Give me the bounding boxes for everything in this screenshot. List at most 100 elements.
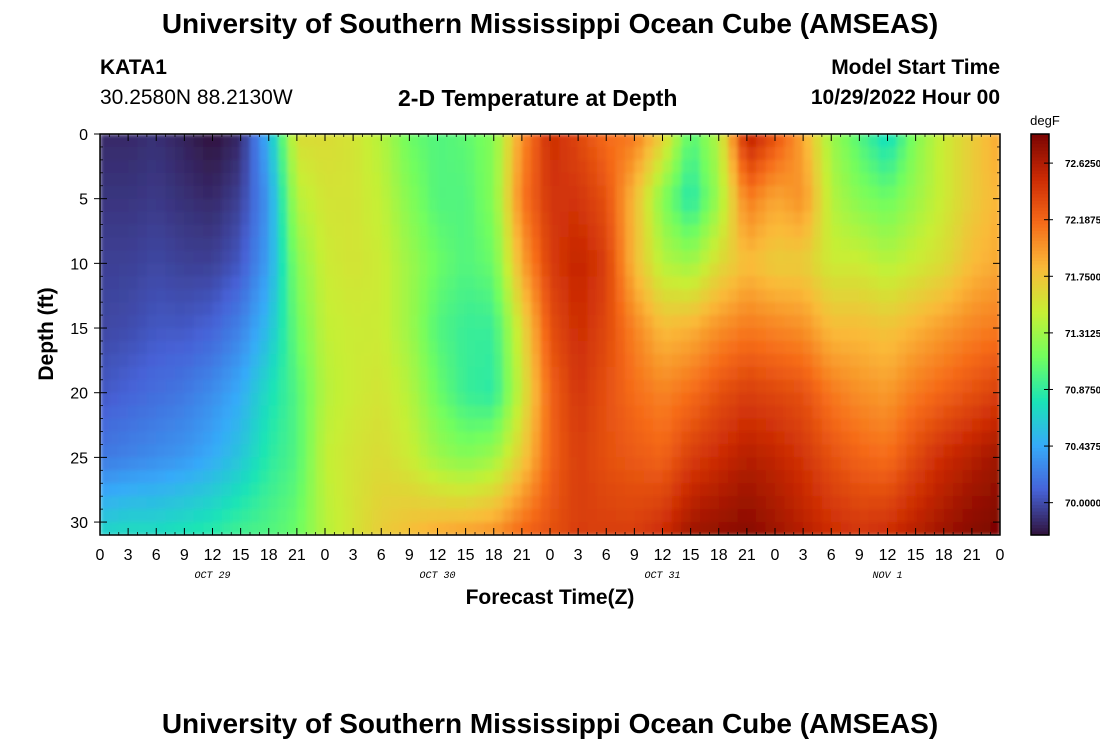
heatmap-cell xyxy=(681,470,692,485)
heatmap-cell xyxy=(250,276,261,291)
x-tick-label: 3 xyxy=(574,547,583,564)
heatmap-cell xyxy=(268,289,279,303)
heatmap-cell xyxy=(512,379,523,394)
heatmap-cell xyxy=(587,172,598,187)
heatmap-cell xyxy=(259,392,270,407)
heatmap-cell xyxy=(690,289,701,303)
heatmap-cell xyxy=(550,250,561,265)
heatmap-cell xyxy=(343,328,354,342)
heatmap-cell xyxy=(709,185,720,200)
heatmap-cell xyxy=(493,444,504,459)
heatmap-cell xyxy=(100,263,111,278)
heatmap-cell xyxy=(250,353,261,368)
heatmap-cell xyxy=(587,522,598,535)
heatmap-cell xyxy=(296,444,308,459)
heatmap-cell xyxy=(278,250,289,265)
heatmap-cell xyxy=(334,496,345,510)
heatmap-cell xyxy=(681,211,692,226)
heatmap-cell xyxy=(371,276,383,291)
heatmap-cell xyxy=(550,263,561,278)
heatmap-cell xyxy=(118,276,129,291)
heatmap-cell xyxy=(859,185,870,200)
heatmap-cell xyxy=(296,250,308,265)
colorbar-segment xyxy=(1031,411,1049,416)
heatmap-cell xyxy=(746,366,758,381)
heatmap-cell xyxy=(175,134,186,148)
heatmap-cell xyxy=(962,315,973,329)
heatmap-cell xyxy=(756,302,767,316)
heatmap-cell xyxy=(896,379,908,394)
heatmap-cell xyxy=(578,276,589,291)
heatmap-cell xyxy=(221,392,233,407)
heatmap-cell xyxy=(850,379,861,394)
heatmap-cell xyxy=(221,405,233,420)
heatmap-cell xyxy=(559,237,570,252)
heatmap-cell xyxy=(915,509,926,523)
heatmap-cell xyxy=(709,457,720,472)
heatmap-cell xyxy=(718,379,729,394)
heatmap-cell xyxy=(409,444,420,459)
heatmap-cell xyxy=(915,237,926,252)
heatmap-cell xyxy=(250,134,261,148)
heatmap-cell xyxy=(278,237,289,252)
plot-title: 2-D Temperature at Depth xyxy=(398,85,678,111)
heatmap-cell xyxy=(315,431,326,446)
heatmap-cell xyxy=(503,302,514,316)
heatmap-cell xyxy=(165,185,176,200)
heatmap-cell xyxy=(962,146,973,161)
heatmap-cell xyxy=(315,289,326,303)
heatmap-cell xyxy=(821,134,833,148)
heatmap-cell xyxy=(128,289,139,303)
heatmap-cell xyxy=(559,198,570,213)
heatmap-cell xyxy=(896,224,908,239)
heatmap-cell xyxy=(531,289,542,303)
heatmap-cell xyxy=(381,509,392,523)
heatmap-cell xyxy=(512,263,523,278)
heatmap-cell xyxy=(587,444,598,459)
heatmap-cell xyxy=(250,418,261,433)
heatmap-cell xyxy=(503,159,514,174)
heatmap-cell xyxy=(700,392,711,407)
heatmap-cell xyxy=(812,418,823,433)
heatmap-cell xyxy=(578,522,589,535)
colorbar-segment xyxy=(1031,281,1049,285)
heatmap-cell xyxy=(878,224,889,239)
heatmap-cell xyxy=(625,496,636,510)
heatmap-cell xyxy=(550,509,561,523)
heatmap-cell xyxy=(306,159,317,174)
heatmap-cell xyxy=(231,211,242,226)
heatmap-cell xyxy=(540,172,551,187)
heatmap-cell xyxy=(896,483,908,497)
heatmap-cell xyxy=(943,405,954,420)
heatmap-cell xyxy=(821,431,833,446)
colorbar-segment xyxy=(1031,304,1049,309)
heatmap-cell xyxy=(784,315,795,329)
heatmap-cell xyxy=(306,276,317,291)
heatmap-cell xyxy=(493,431,504,446)
heatmap-cell xyxy=(793,366,804,381)
heatmap-cell xyxy=(278,289,289,303)
heatmap-cell xyxy=(287,250,298,265)
heatmap-cell xyxy=(737,134,748,148)
heatmap-cell xyxy=(221,418,233,433)
heatmap-cell xyxy=(671,340,683,355)
heatmap-cell xyxy=(653,353,664,368)
heatmap-cell xyxy=(250,172,261,187)
heatmap-cell xyxy=(634,302,645,316)
heatmap-cell xyxy=(334,289,345,303)
y-tick-label: 25 xyxy=(70,450,88,467)
heatmap-cell xyxy=(925,431,936,446)
heatmap-cell xyxy=(934,315,945,329)
heatmap-cell xyxy=(953,328,964,342)
heatmap-cell xyxy=(287,276,298,291)
heatmap-cell xyxy=(896,315,908,329)
heatmap-cell xyxy=(371,431,383,446)
heatmap-cell xyxy=(400,289,411,303)
heatmap-cell xyxy=(953,483,964,497)
heatmap-cell xyxy=(250,289,261,303)
heatmap-cell xyxy=(859,431,870,446)
heatmap-cell xyxy=(709,263,720,278)
heatmap-cell xyxy=(850,263,861,278)
heatmap-cell xyxy=(193,328,204,342)
heatmap-cell xyxy=(212,276,223,291)
